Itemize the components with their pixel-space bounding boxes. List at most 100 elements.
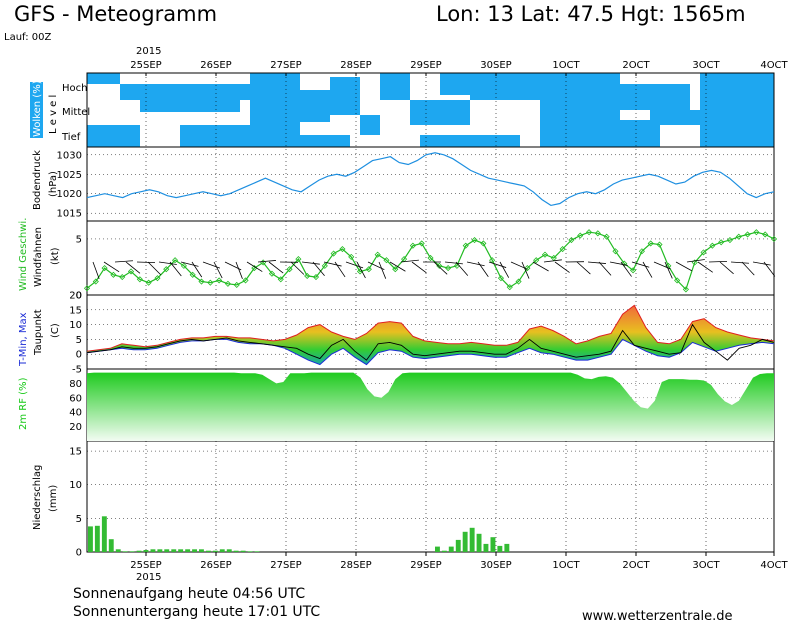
cloud-level-mid: Mittel	[62, 107, 90, 118]
wind-barb	[191, 261, 203, 278]
wind-y-tick-label: 5	[76, 234, 82, 245]
temperature-y-tick-label: -5	[72, 365, 82, 376]
precip-bar	[462, 531, 468, 552]
wind-speed-point	[770, 235, 778, 243]
wind-barb	[356, 261, 366, 279]
precip-bar	[143, 550, 149, 552]
cloud-cover-layer	[87, 73, 774, 147]
precip-bar	[206, 550, 211, 552]
wind-barb	[466, 261, 485, 267]
sunset-text: Sonnenuntergang heute 17:01 UTC	[73, 604, 321, 620]
year-label-bottom: 2015	[136, 572, 161, 583]
wind-barb	[378, 261, 387, 279]
x-tick-label-bottom: 2OCT	[622, 560, 650, 571]
pressure-panel	[86, 146, 775, 222]
wind-speed-point	[401, 256, 408, 263]
wind-barb	[697, 261, 713, 273]
wind-unit: (kt)	[50, 247, 61, 265]
wind-speed-point	[180, 262, 187, 269]
temperature-y-tick-label: 15	[69, 305, 82, 316]
precip-bar	[455, 539, 461, 552]
precip-bar	[483, 543, 489, 552]
x-tick-label-top: 2OCT	[622, 60, 650, 71]
cloud-block	[300, 90, 330, 122]
wind-speed-point	[374, 251, 381, 258]
cloud-block	[87, 125, 140, 147]
precipitation-y-tick-label: 5	[76, 514, 82, 525]
wind-barb	[103, 261, 120, 273]
precip-bar	[219, 549, 225, 552]
precip-bar	[171, 549, 177, 552]
wind-barb	[323, 261, 342, 267]
wind-speed-point	[709, 242, 716, 249]
cloud-block	[590, 120, 660, 147]
wind-speed-point	[744, 231, 751, 238]
x-tick-label-bottom: 27SEP	[270, 560, 301, 571]
wind-speed-line	[86, 231, 775, 291]
wind-barb	[411, 261, 427, 274]
precipitation-y-tick-label: 0	[76, 548, 82, 559]
wind-speed-point	[418, 240, 425, 247]
wind-speed-point	[559, 245, 566, 253]
wind-barb	[455, 261, 469, 276]
wind-barb	[543, 259, 562, 263]
wind-speed-point	[260, 259, 267, 266]
wind-ylabel2: Windfahnen	[33, 227, 44, 287]
wind-barb	[92, 261, 100, 280]
wind-speed-point	[630, 267, 637, 274]
precip-bar	[212, 550, 218, 552]
wind-barb	[631, 261, 650, 268]
wind-speed-point	[233, 281, 240, 288]
axis-ticks: 25SEP 25SEP 26SEP 26SEP 27SEP 27SEP 28SEP 28SEP…	[57, 60, 789, 571]
wind-barb	[301, 261, 320, 265]
x-tick-label-bottom: 25SEP	[130, 560, 161, 571]
wind-barb	[213, 261, 223, 279]
precip-bar	[136, 550, 142, 552]
wind-barb	[499, 261, 510, 278]
cloud-block	[87, 73, 120, 84]
wind-speed-point	[524, 265, 531, 272]
precip-bar	[247, 551, 253, 552]
x-tick-label-bottom: 3OCT	[692, 560, 720, 571]
source-link[interactable]: www.wetterzentrale.de	[582, 609, 733, 624]
x-tick-label-bottom: 1OCT	[552, 560, 580, 571]
model-run-label: Lauf: 00Z	[4, 32, 52, 43]
wind-speed-point	[348, 253, 355, 260]
wind-speed-point	[101, 265, 108, 272]
wind-speed-point	[339, 245, 346, 253]
precip-bar	[476, 533, 482, 552]
wind-speed-point	[497, 275, 505, 282]
wind-barb	[312, 261, 325, 277]
cloud-block	[120, 84, 250, 100]
wind-speed-point	[312, 273, 320, 281]
wind-speed-point	[762, 231, 769, 238]
wind-speed-point	[286, 266, 293, 273]
wind-barb	[268, 261, 284, 274]
temperature-y-tick-label: 0	[76, 350, 82, 361]
wind-speed-point	[330, 250, 337, 257]
x-tick-label-top: 30SEP	[480, 60, 511, 71]
wind-speed-point	[136, 276, 143, 283]
wind-speed-point	[647, 240, 654, 247]
precip-bar	[448, 546, 454, 552]
cloud-block	[420, 135, 520, 147]
wind-speed-point	[471, 236, 478, 244]
wind-speed-point	[110, 271, 117, 278]
wind-speed-point	[83, 285, 91, 292]
clouds-ylabel2: L e v e l	[48, 95, 59, 134]
location-info: Lon: 13 Lat: 47.5 Hgt: 1565m	[436, 2, 746, 26]
wind-barb	[719, 261, 734, 275]
wind-barb	[246, 261, 263, 272]
year-label-top: 2015	[136, 46, 161, 57]
cloud-block	[410, 100, 470, 125]
wind-speed-point	[700, 249, 707, 256]
wind-speed-point	[603, 233, 610, 240]
humidity-y-tick-label: 20	[69, 422, 82, 433]
wind-ylabel: Wind Geschwi.	[18, 218, 29, 291]
precip-bar	[233, 550, 239, 552]
precip-bar	[115, 549, 121, 552]
precip-ylabel: Niederschlag	[32, 465, 43, 530]
wind-barb	[400, 259, 419, 263]
temperature-unit: (C)	[50, 323, 61, 338]
wind-barb	[180, 261, 199, 267]
